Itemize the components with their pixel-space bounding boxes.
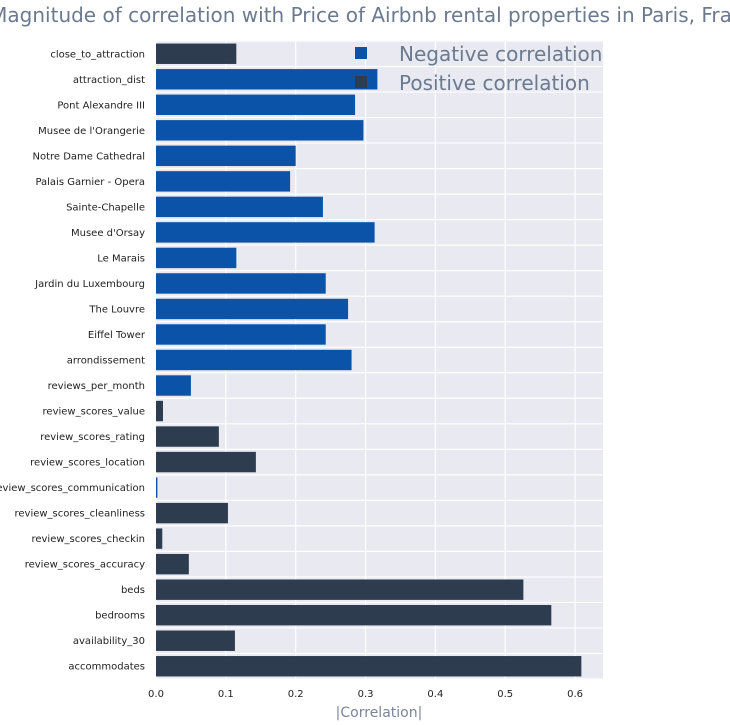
bar-review-scores-rating xyxy=(156,426,219,447)
y-tick-label: accommodates xyxy=(68,662,145,673)
bar-accommodates xyxy=(156,656,582,677)
bar-arrondissement xyxy=(156,349,352,371)
x-tick-label: 0.3 xyxy=(358,689,374,700)
y-tick-label: reviews_per_month xyxy=(48,381,145,392)
x-tick-label: 0.5 xyxy=(497,689,513,700)
bar-eiffel-tower xyxy=(156,324,326,345)
chart-title: Magnitude of correlation with Price of A… xyxy=(0,3,730,27)
bar-close-to-attraction xyxy=(156,43,237,64)
x-tick-label: 0.2 xyxy=(288,689,304,700)
bar-pont-alexandre-iii xyxy=(156,94,356,116)
bar-review-scores-location xyxy=(156,451,256,473)
bar-le-marais xyxy=(156,247,237,269)
legend: Negative correlation Positive correlation xyxy=(355,42,602,95)
x-tick-labels: 0.0 0.1 0.2 0.3 0.4 0.5 0.6 xyxy=(148,689,583,700)
y-tick-label: close_to_attraction xyxy=(50,49,145,60)
y-tick-label: The Louvre xyxy=(88,304,145,315)
y-tick-label: availability_30 xyxy=(73,636,145,647)
y-tick-label: Palais Garnier - Opera xyxy=(35,177,145,188)
y-tick-labels: close_to_attraction attraction_dist Pont A… xyxy=(0,49,146,672)
bar-musee-d-orsay xyxy=(156,222,375,243)
bar-jardin-du-luxembourg xyxy=(156,273,326,294)
y-tick-label: arrondissement xyxy=(67,356,145,367)
y-tick-label: Musee de l'Orangerie xyxy=(38,126,145,137)
y-tick-label: Eiffel Tower xyxy=(88,330,146,341)
bar-review-scores-cleanliness xyxy=(156,502,228,524)
bar-reviews-per-month xyxy=(156,375,191,396)
y-tick-label: review_scores_accuracy xyxy=(25,560,145,571)
bar-review-scores-accuracy xyxy=(156,553,189,575)
bar-review-scores-checkin xyxy=(156,528,163,549)
bar-availability-30 xyxy=(156,630,235,651)
y-tick-label: review_scores_checkin xyxy=(31,534,145,545)
y-tick-label: bedrooms xyxy=(95,611,145,622)
bar-musee-de-l-orangerie xyxy=(156,120,364,141)
x-tick-label: 0.0 xyxy=(148,689,164,700)
y-tick-label: Notre Dame Cathedral xyxy=(32,151,145,162)
y-tick-label: review_scores_rating xyxy=(40,432,145,443)
y-tick-label: Pont Alexandre III xyxy=(57,100,145,111)
y-tick-label: Jardin du Luxembourg xyxy=(34,279,145,290)
bar-review-scores-communication xyxy=(156,477,158,498)
y-tick-label: Musee d'Orsay xyxy=(71,228,145,239)
y-tick-label: Le Marais xyxy=(97,253,145,264)
bar-sainte-chapelle xyxy=(156,196,323,218)
bar-review-scores-value xyxy=(156,400,163,422)
bar-the-louvre xyxy=(156,298,349,320)
y-tick-label: attraction_dist xyxy=(73,75,145,86)
y-tick-label: review_scores_communication xyxy=(0,483,145,494)
bar-beds xyxy=(156,579,524,600)
y-tick-label: review_scores_location xyxy=(30,458,145,469)
x-axis-label: |Correlation| xyxy=(336,705,423,721)
y-tick-label: Sainte-Chapelle xyxy=(66,202,145,213)
legend-label-positive: Positive correlation xyxy=(399,71,590,95)
bar-palais-garnier-opera xyxy=(156,171,291,192)
y-tick-label: beds xyxy=(121,585,145,596)
legend-swatch-negative xyxy=(355,47,367,59)
bars xyxy=(156,43,582,677)
y-tick-label: review_scores_value xyxy=(43,407,145,418)
x-tick-label: 0.1 xyxy=(218,689,234,700)
x-tick-label: 0.4 xyxy=(427,689,443,700)
bar-bedrooms xyxy=(156,604,552,626)
legend-label-negative: Negative correlation xyxy=(399,42,602,66)
bar-notre-dame-cathedral xyxy=(156,145,296,167)
legend-swatch-positive xyxy=(355,76,367,88)
x-tick-label: 0.6 xyxy=(567,689,583,700)
y-tick-label: review_scores_cleanliness xyxy=(14,509,145,520)
bar-attraction-dist xyxy=(156,69,378,90)
